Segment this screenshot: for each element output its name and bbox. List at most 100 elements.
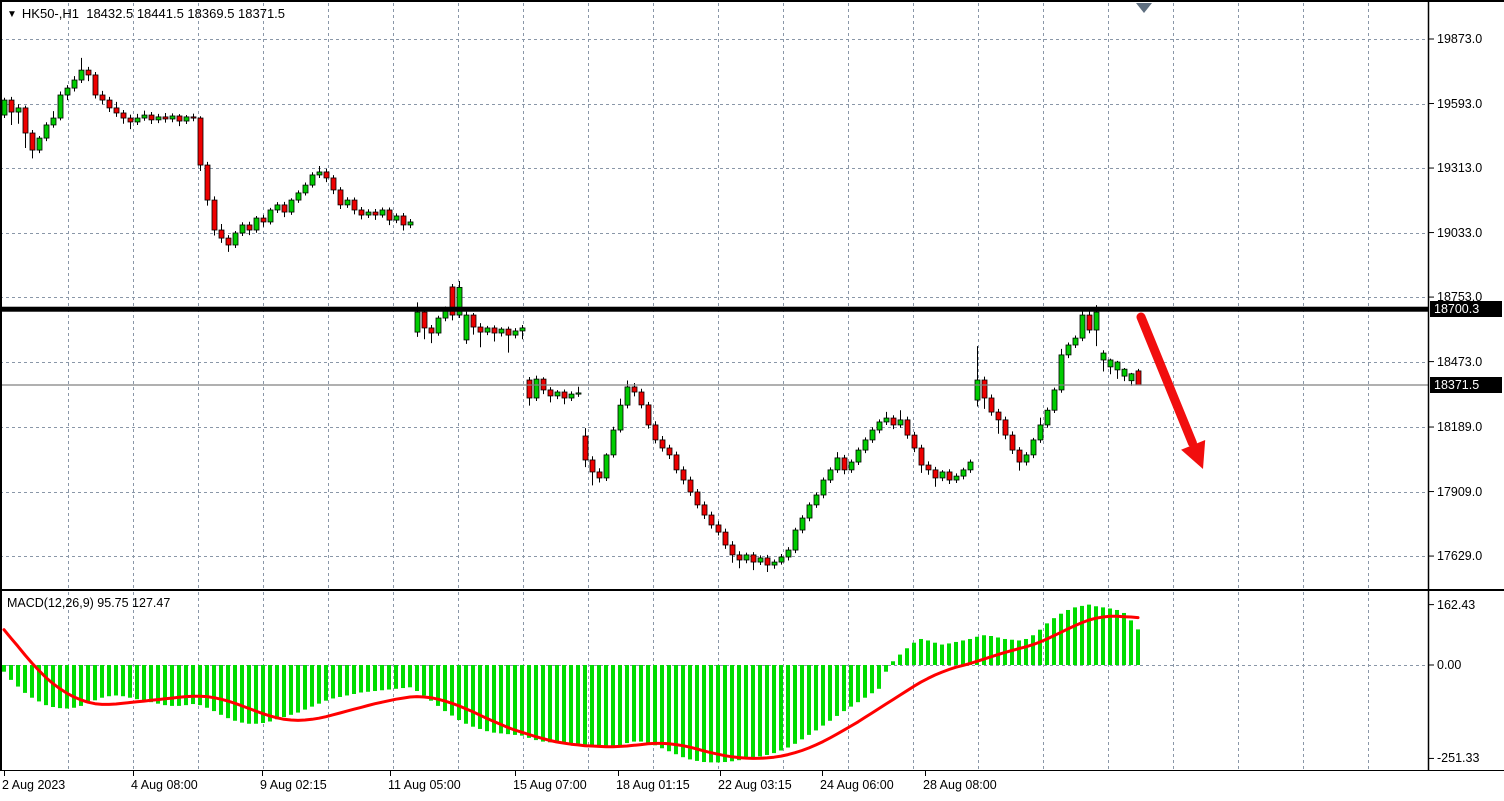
horizontal-level-line[interactable] (0, 306, 1428, 312)
macd-histogram-bar (436, 665, 440, 706)
macd-histogram-bar (324, 665, 328, 701)
candle-body (974, 379, 981, 401)
candle-body (477, 326, 484, 333)
candle-body (988, 397, 995, 413)
macd-histogram-bar (779, 665, 783, 751)
candle-body (729, 544, 736, 556)
candle-body (141, 114, 148, 119)
trend-arrow-shaft[interactable] (1136, 312, 1197, 448)
macd-histogram-bar (674, 665, 678, 755)
macd-histogram-bar (23, 665, 27, 693)
macd-histogram-bar (1059, 613, 1063, 665)
trend-arrow-head[interactable] (1181, 440, 1206, 469)
candle-body (379, 209, 386, 216)
axis-ticks (4, 38, 1434, 776)
macd-histogram-bar (247, 665, 251, 724)
candle-body (414, 311, 421, 333)
candle-body (890, 417, 897, 426)
macd-histogram-bar (604, 665, 608, 748)
candle-body (932, 469, 939, 479)
candle-body (939, 471, 946, 479)
macd-histogram-bar (947, 643, 951, 665)
macd-histogram-bar (86, 665, 90, 703)
candle-body (568, 393, 575, 399)
time-axis-label: 15 Aug 07:00 (513, 778, 587, 792)
macd-histogram-bar (1066, 609, 1070, 665)
macd-histogram-bar (100, 665, 104, 698)
candle-body (785, 549, 792, 558)
macd-histogram-bar (30, 665, 34, 698)
macd-histogram-bar (653, 665, 657, 746)
macd-histogram-bar (737, 665, 741, 761)
candle-body (736, 554, 743, 561)
macd-histogram-bar (338, 665, 342, 697)
candle-body (792, 529, 799, 551)
candle-body (596, 471, 603, 479)
macd-histogram-bar (310, 665, 314, 707)
candle-body (652, 424, 659, 441)
price-axis-label: 18189.0 (1437, 420, 1483, 435)
candle-body (43, 124, 50, 139)
candle-body (1079, 314, 1086, 339)
candle-body (239, 224, 246, 234)
candle-body (659, 439, 666, 449)
candle-body (372, 211, 379, 216)
candle-body (624, 386, 631, 406)
candle-body (1016, 449, 1023, 463)
symbol-period-label: HK50-,H1 (21, 6, 79, 21)
macd-histogram-bar (296, 665, 300, 713)
candle-body (295, 192, 302, 201)
candle-body (925, 464, 932, 471)
candle-body (162, 116, 169, 120)
candle-body (113, 107, 120, 114)
macd-histogram-bar (800, 665, 804, 740)
macd-histogram-bar (219, 665, 223, 715)
macd-histogram-bar (478, 665, 482, 729)
macd-histogram-bar (58, 665, 62, 709)
macd-histogram-bar (450, 665, 454, 716)
panel-borders (0, 0, 1504, 771)
macd-histogram-bar (1017, 640, 1021, 665)
candle-body (1030, 439, 1037, 456)
macd-histogram-bar (1094, 606, 1098, 665)
candle-body (449, 286, 456, 316)
candle-body (407, 221, 414, 226)
macd-histogram-bar (632, 665, 636, 742)
candle-body (36, 137, 43, 151)
candle-body (358, 209, 365, 216)
candle-body (806, 504, 813, 519)
macd-histogram-bar (660, 665, 664, 749)
candle-body (428, 327, 435, 334)
candle-body (673, 454, 680, 471)
candle-body (862, 439, 869, 451)
macd-histogram-bar (429, 665, 433, 701)
candle-body (316, 171, 323, 176)
indicator-collapse-icon[interactable]: ▼ (7, 9, 17, 20)
candle-body (631, 386, 638, 393)
macd-histogram-bar (1115, 609, 1119, 665)
candle-body (92, 74, 99, 96)
macd-histogram-bar (884, 665, 888, 672)
candle-body (365, 211, 372, 216)
candle-body (904, 419, 911, 436)
candle-body (281, 204, 288, 213)
time-axis-label: 24 Aug 06:00 (820, 778, 894, 792)
candle-body (253, 217, 260, 231)
macd-histogram-bar (1052, 618, 1056, 665)
macd-histogram-bar (72, 665, 76, 708)
candle-body (743, 554, 750, 561)
macd-histogram-bar (933, 642, 937, 665)
time-axis-label: 2 Aug 2023 (2, 778, 66, 792)
candle-body (344, 199, 351, 206)
candle-body (29, 132, 36, 151)
candle-body (876, 421, 883, 431)
macd-histogram-bar (177, 665, 181, 706)
macd-histogram-bar (639, 665, 643, 742)
macd-histogram-bar (870, 665, 874, 694)
macd-histogram-bar (555, 665, 559, 744)
macd-histogram (2, 604, 1140, 763)
macd-histogram-bar (541, 665, 545, 742)
macd-histogram-bar (226, 665, 230, 719)
time-axis-label: 22 Aug 03:15 (718, 778, 792, 792)
